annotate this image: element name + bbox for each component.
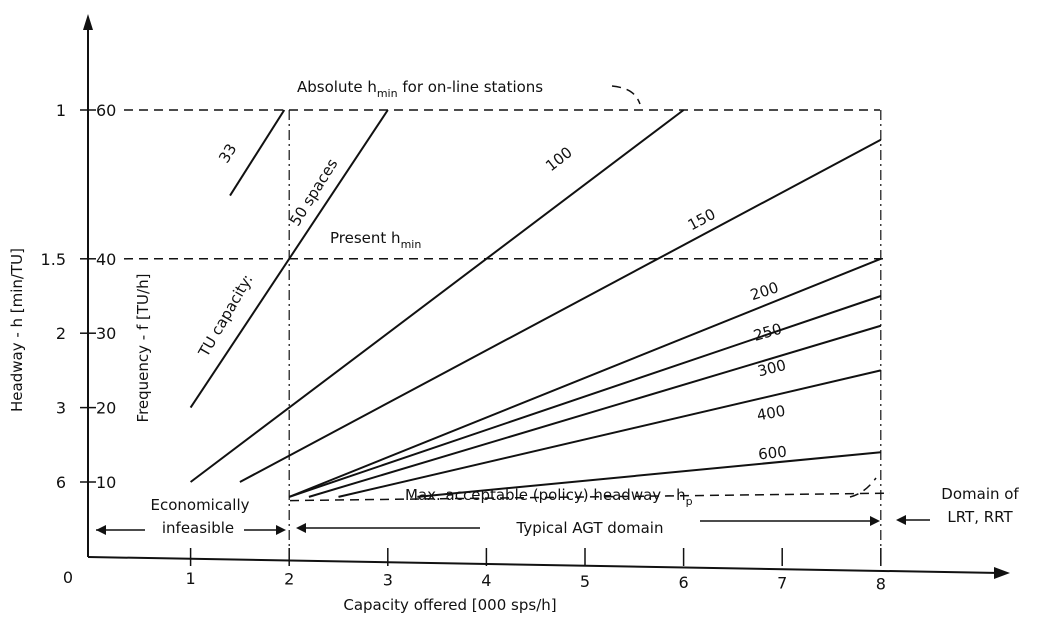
y-axis-arrow: [83, 14, 93, 30]
x-tick-label: 4: [481, 571, 491, 590]
axes: 0 1 2 3 4 5 6 7 8 1 60 1.5 40 2 30 3 20 6 10: [41, 14, 1010, 593]
policy-headway-line: [289, 492, 891, 502]
x-tick-label: 0: [63, 568, 73, 587]
x-tick-label: 6: [679, 573, 689, 592]
absolute-hmin-leader: [611, 85, 641, 105]
series-line: [338, 369, 882, 498]
y-axis-title-frequency: Frequency - f [TU/h]: [134, 274, 152, 423]
series-label-33: 33: [215, 140, 240, 166]
tu-capacity-label: TU capacity:: [194, 271, 256, 361]
series-label-300: 300: [756, 356, 788, 380]
absolute-hmin-label: Absolute hmin for on-line stations: [297, 78, 543, 100]
y-tick-label-frequency: 10: [96, 473, 116, 492]
arrow-head: [276, 525, 286, 535]
y-tick-label-frequency: 60: [96, 101, 116, 120]
series-line: [189, 109, 389, 409]
arrow-head: [896, 515, 906, 525]
y-tick-label-headway: 1: [56, 101, 66, 120]
series-line: [189, 109, 685, 483]
arrow-head: [870, 516, 880, 526]
y-tick-label-headway: 6: [56, 473, 66, 492]
typical-agt-label: Typical AGT domain: [516, 519, 664, 537]
economically-infeasible-line2: infeasible: [162, 519, 234, 537]
series-line: [239, 138, 882, 483]
lrt-rrt-line1: Domain of: [941, 485, 1019, 503]
series-line: [417, 451, 881, 498]
y-tick-label-frequency: 40: [96, 250, 116, 269]
series-label-600: 600: [757, 443, 787, 464]
y-tick-label-headway: 2: [56, 324, 66, 343]
y-tick-label-frequency: 30: [96, 324, 116, 343]
y-tick-label-headway: 1.5: [41, 250, 66, 269]
series-label-100: 100: [542, 143, 576, 175]
y-tick-label-frequency: 20: [96, 399, 116, 418]
x-tick-label: 3: [383, 570, 393, 589]
series-line: [288, 257, 882, 498]
reference-lines: [124, 85, 891, 548]
lrt-rrt-line2: LRT, RRT: [947, 508, 1013, 526]
series-line: [229, 109, 286, 197]
series-group: [189, 109, 882, 498]
policy-headway-leader: [849, 477, 877, 498]
economically-infeasible-line1: Economically: [150, 496, 249, 514]
series-line: [308, 324, 882, 498]
y-axis-title-headway: Headway - h [min/TU]: [8, 248, 26, 412]
x-axis-arrow: [994, 567, 1010, 579]
arrow-head: [96, 525, 106, 535]
x-tick-label: 5: [580, 572, 590, 591]
x-tick-label: 8: [876, 574, 886, 593]
y-tick-label-headway: 3: [56, 399, 66, 418]
x-axis-line: [87, 556, 1001, 574]
x-tick-label: 7: [777, 574, 787, 593]
series-label-250: 250: [751, 320, 783, 345]
arrow-head: [296, 523, 306, 533]
present-hmin-label: Present hmin: [330, 229, 421, 251]
policy-headway-label: Max. acceptable (policy) headway - hp: [405, 486, 693, 508]
series-line: [288, 295, 882, 498]
series-label-400: 400: [755, 402, 786, 425]
x-axis-title: Capacity offered [000 sps/h]: [343, 596, 556, 614]
x-tick-label: 2: [284, 570, 294, 589]
x-tick-label: 1: [186, 569, 196, 588]
